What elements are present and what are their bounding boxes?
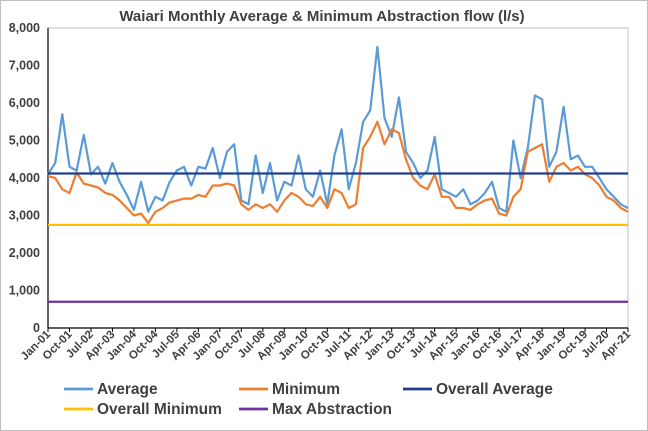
- legend: Average Minimum Overall Average Overall Min…: [64, 381, 553, 418]
- legend-label: Overall Average: [436, 381, 553, 398]
- y-tick-label: 6,000: [9, 96, 40, 110]
- y-tick-label: 7,000: [9, 59, 40, 73]
- y-tick-label: 1,000: [9, 284, 40, 298]
- series-line-minimum: [47, 120, 629, 225]
- y-tick-label: 4,000: [9, 171, 40, 185]
- legend-label: Overall Minimum: [97, 401, 222, 418]
- legend-label: Minimum: [272, 381, 340, 398]
- y-tick-label: 8,000: [9, 21, 40, 35]
- chart-title: Waiari Monthly Average & Minimum Abstrac…: [119, 8, 524, 25]
- y-tick-label: 3,000: [9, 209, 40, 223]
- legend-label: Average: [97, 381, 158, 398]
- y-tick-label: 5,000: [9, 134, 40, 148]
- y-tick-label: 0: [33, 321, 40, 335]
- plot-area: 0 1,000 2,000 3,000 4,000 5,000 6,000 7,000 8,00…: [9, 21, 634, 363]
- legend-label: Max Abstraction: [272, 401, 392, 418]
- plot-border: [47, 27, 629, 329]
- y-tick-label: 2,000: [9, 246, 40, 260]
- series-line-average: [47, 45, 629, 213]
